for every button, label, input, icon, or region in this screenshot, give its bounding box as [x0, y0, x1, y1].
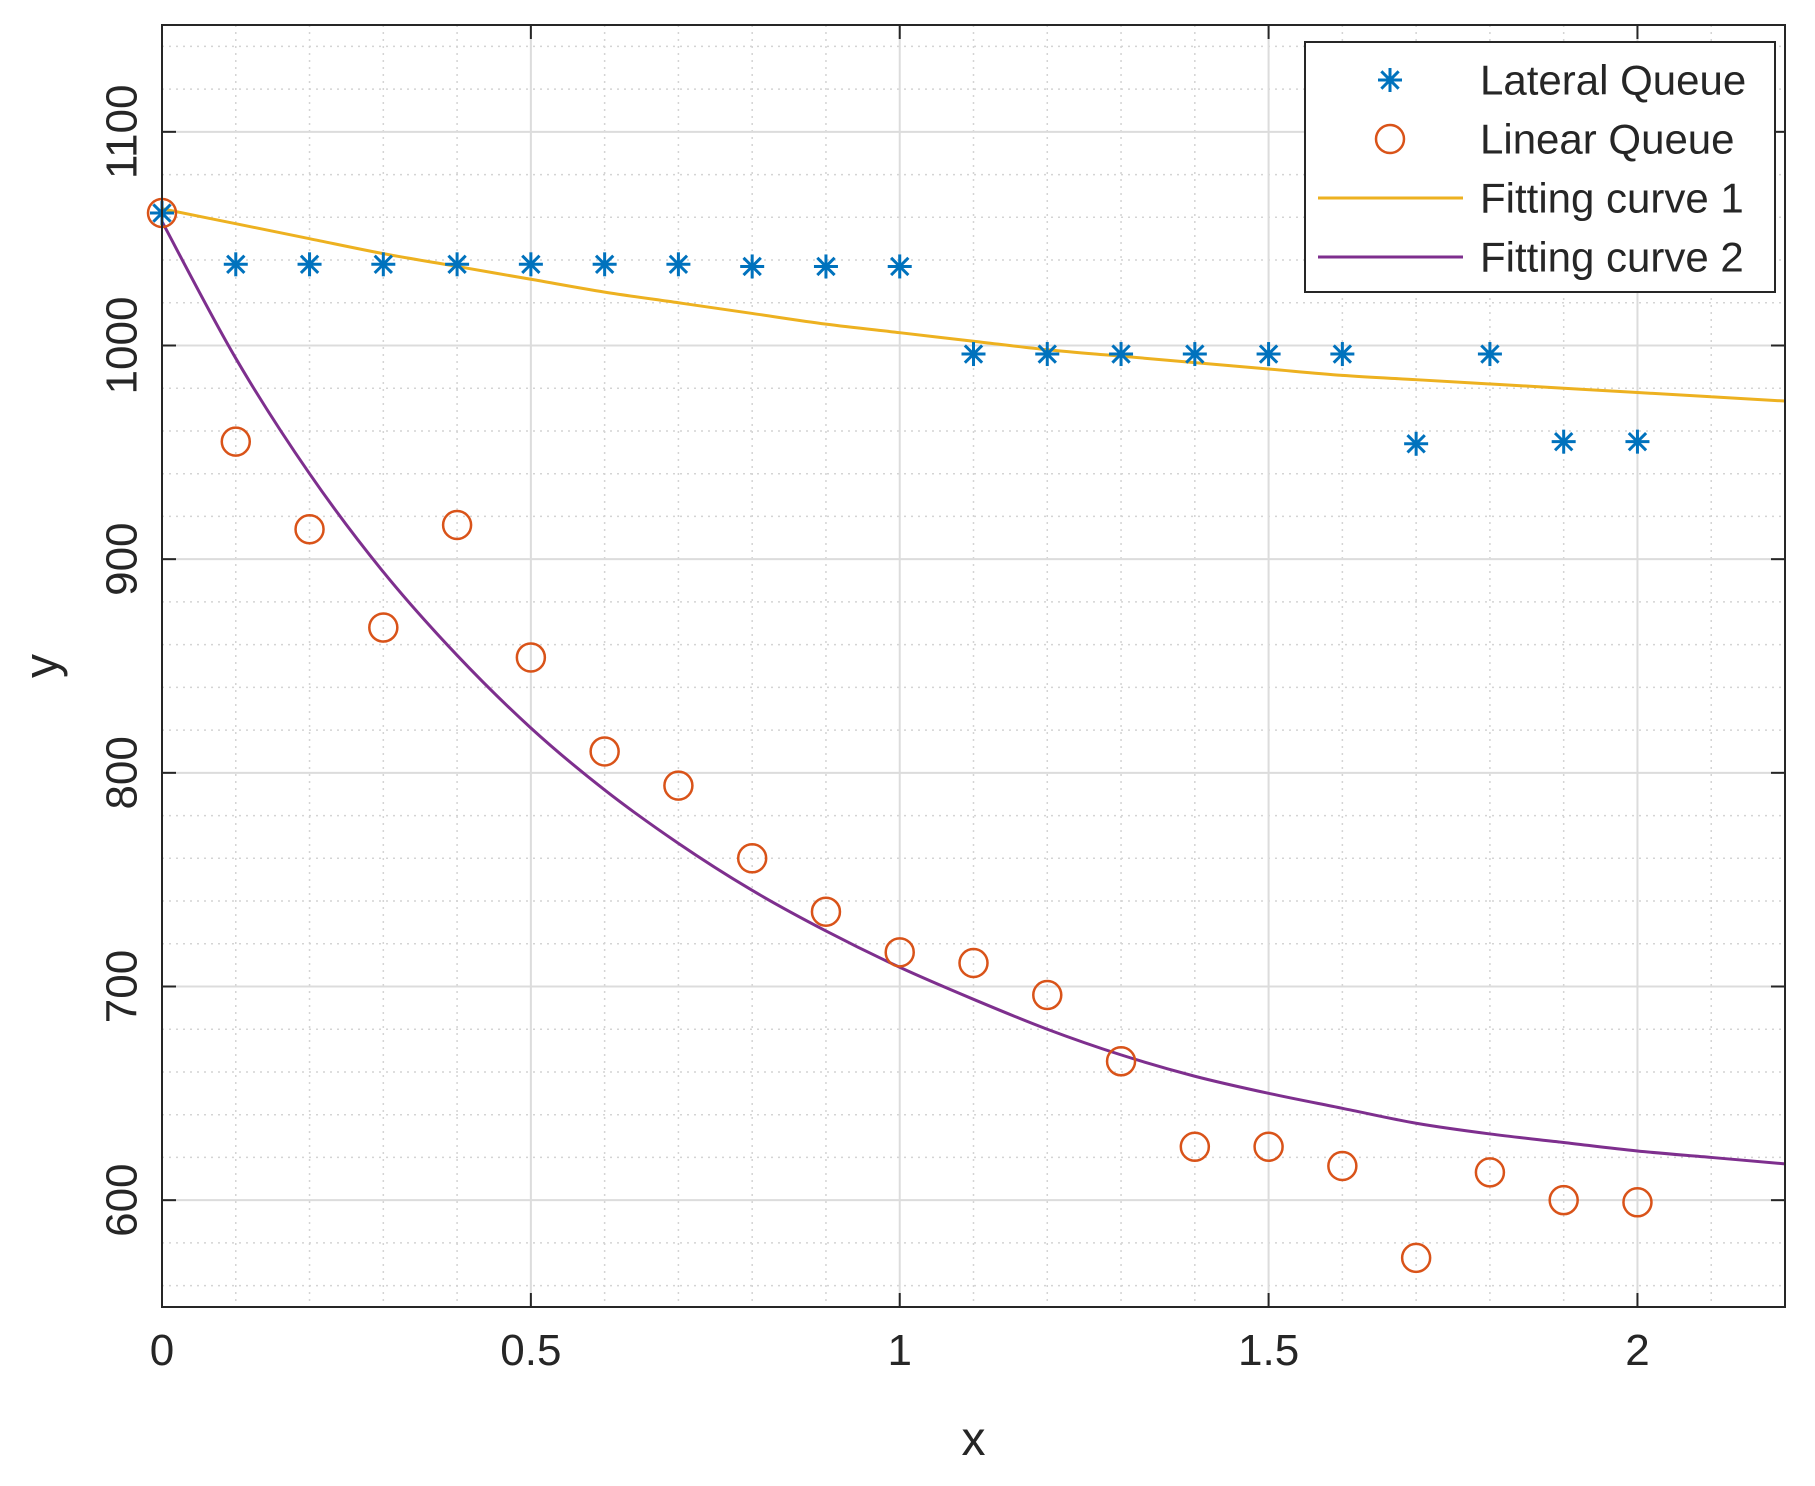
y-tick-label: 1000 — [98, 297, 147, 395]
legend-entry-fitting-curve-2: Fitting curve 2 — [1318, 234, 1744, 281]
asterisk-stroke — [1406, 434, 1426, 454]
y-tick-label: 900 — [98, 522, 147, 595]
asterisk-stroke — [1037, 344, 1057, 364]
asterisk-stroke — [226, 254, 246, 275]
linear-queue-point — [220, 426, 252, 457]
series-layer — [146, 197, 1786, 1274]
y-tick-label: 800 — [98, 736, 147, 809]
asterisk-stroke — [373, 254, 394, 275]
y-axis-label: y — [16, 654, 69, 678]
linear-queue-point — [663, 770, 694, 801]
linear-queue-point — [1548, 1184, 1579, 1216]
linear-queue-point — [1474, 1157, 1506, 1188]
lateral-queue-point — [445, 252, 470, 277]
linear-queue-point — [1253, 1131, 1284, 1162]
x-tick-label: 2 — [1625, 1326, 1649, 1375]
legend-circle — [1374, 123, 1406, 155]
lateral-queue-point — [592, 252, 617, 277]
linear-queue-point — [368, 612, 399, 643]
legend-label-linear-queue: Linear Queue — [1480, 116, 1735, 163]
asterisk-stroke — [594, 254, 615, 275]
lateral-queue-point — [1035, 342, 1060, 367]
lateral-queue-point — [1330, 342, 1355, 367]
lateral-queue-point — [297, 252, 322, 277]
asterisk-stroke — [890, 256, 910, 277]
asterisk-stroke — [1111, 344, 1131, 364]
asterisk-stroke — [299, 254, 320, 275]
lateral-queue-point — [1477, 342, 1502, 367]
asterisk-stroke — [1332, 344, 1353, 364]
lateral-queue-point — [961, 342, 986, 367]
lateral-queue-point — [518, 252, 543, 277]
linear-queue-point — [294, 514, 325, 545]
asterisk-stroke — [1480, 344, 1500, 364]
asterisk-stroke — [963, 344, 984, 364]
lateral-queue-point — [1625, 429, 1650, 454]
legend-entry-linear-queue: Linear Queue — [1374, 116, 1735, 163]
lateral-queue-point — [887, 254, 912, 279]
linear-queue-point — [441, 509, 473, 541]
x-tick-label: 1 — [887, 1326, 911, 1375]
asterisk-stroke — [1380, 70, 1400, 90]
legend-asterisk-marker — [1378, 68, 1402, 92]
major-grid — [162, 25, 1785, 1307]
asterisk-stroke — [668, 254, 689, 275]
axis-ticks — [161, 25, 1785, 1307]
legend-entry-fitting-curve-1: Fitting curve 1 — [1318, 175, 1744, 222]
lateral-queue-point — [223, 252, 248, 277]
linear-queue-point — [810, 896, 842, 927]
asterisk-stroke — [1185, 344, 1205, 364]
lateral-queue-point — [666, 252, 691, 277]
lateral-queue-point — [1551, 429, 1576, 454]
legend: Lateral Queue Linear Queue Fitting curve… — [1304, 41, 1776, 293]
legend-asterisk — [1378, 68, 1402, 92]
legend-label-fitting-curve-1: Fitting curve 1 — [1480, 175, 1744, 222]
linear-queue-point — [1327, 1150, 1358, 1182]
asterisk-stroke — [742, 256, 762, 277]
lateral-queue-point — [1182, 342, 1207, 367]
linear-queue-point — [589, 736, 620, 767]
linear-queue-point — [736, 843, 768, 874]
asterisk-stroke — [1258, 344, 1279, 364]
fitting-curve-1-line — [161, 207, 1786, 403]
x-tick-label: 0 — [150, 1326, 174, 1375]
lateral-queue-point — [1256, 342, 1281, 367]
legend-label-lateral-queue: Lateral Queue — [1480, 57, 1746, 104]
plot-frame — [161, 24, 1786, 1308]
linear-queue-point — [515, 642, 547, 673]
asterisk-stroke — [816, 256, 836, 277]
x-tick-label: 0.5 — [500, 1326, 561, 1375]
linear-queue-point — [1400, 1242, 1432, 1274]
y-tick-label: 600 — [98, 1163, 147, 1236]
tick-labels: 0 0.5 1 1.5 2 600 700 800 900 1000 1100 — [98, 85, 1650, 1375]
linear-queue-point — [958, 947, 989, 979]
y-tick-label: 1100 — [98, 85, 147, 180]
linear-queue-point — [1105, 1046, 1137, 1077]
y-tick-label: 700 — [98, 950, 147, 1023]
linear-queue-point — [1622, 1187, 1653, 1218]
lateral-queue-point — [740, 254, 765, 279]
legend-circle-marker — [1374, 123, 1406, 155]
asterisk-stroke — [447, 254, 467, 275]
asterisk-stroke — [521, 254, 541, 275]
linear-queue-point — [884, 937, 915, 968]
legend-entry-lateral-queue: Lateral Queue — [1378, 57, 1746, 104]
legend-box — [1304, 41, 1776, 293]
fitting-curve-2-line — [160, 220, 1786, 1166]
asterisk-stroke — [1553, 431, 1574, 452]
lateral-queue-point — [813, 254, 838, 279]
x-tick-label: 1.5 — [1238, 1326, 1299, 1375]
linear-queue-point — [1179, 1131, 1211, 1162]
legend-label-fitting-curve-2: Fitting curve 2 — [1480, 234, 1744, 281]
linear-queue-point — [1032, 979, 1063, 1011]
x-axis-label: x — [962, 1413, 986, 1466]
asterisk-stroke — [1627, 431, 1648, 452]
lateral-queue-point — [1404, 431, 1429, 456]
lateral-queue-point — [371, 252, 396, 277]
lateral-queue-point — [1109, 342, 1134, 367]
